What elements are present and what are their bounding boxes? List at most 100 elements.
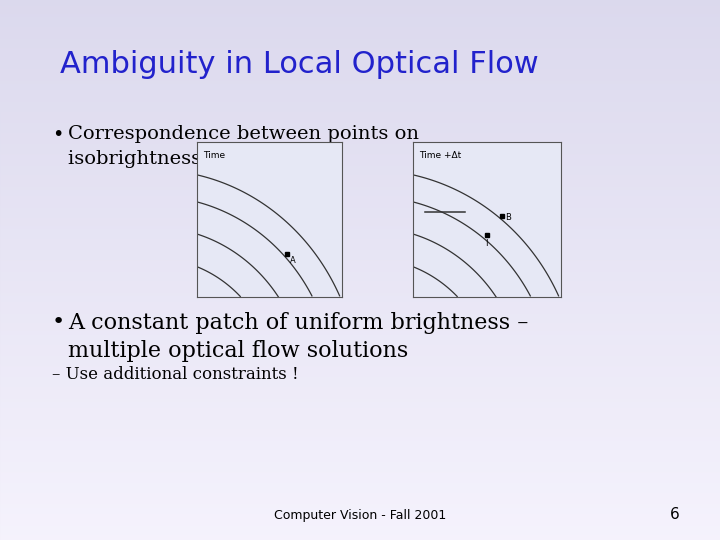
Bar xyxy=(0,20,720,21)
Bar xyxy=(0,364,720,365)
Bar xyxy=(0,115,720,116)
Bar xyxy=(0,154,720,155)
Bar xyxy=(0,148,720,149)
Bar xyxy=(0,75,720,76)
Bar xyxy=(0,306,720,307)
Bar xyxy=(0,410,720,411)
Bar xyxy=(0,324,720,325)
Bar xyxy=(0,73,720,74)
Bar xyxy=(0,430,720,431)
Bar xyxy=(0,208,720,209)
Bar xyxy=(0,498,720,499)
Bar xyxy=(0,90,720,91)
Bar xyxy=(0,129,720,130)
Bar xyxy=(0,136,720,137)
Bar xyxy=(0,125,720,126)
Bar xyxy=(0,367,720,368)
Bar xyxy=(0,463,720,464)
Bar xyxy=(0,92,720,93)
Bar xyxy=(0,261,720,262)
Bar xyxy=(0,429,720,430)
Bar xyxy=(0,273,720,274)
Bar xyxy=(0,478,720,479)
Bar xyxy=(0,416,720,417)
Bar xyxy=(0,360,720,361)
Bar xyxy=(0,384,720,385)
Bar xyxy=(0,178,720,179)
Bar xyxy=(0,82,720,83)
Bar xyxy=(0,491,720,492)
Bar xyxy=(0,101,720,102)
Bar xyxy=(0,220,720,221)
Text: •: • xyxy=(52,125,63,144)
Bar xyxy=(0,123,720,124)
Bar xyxy=(0,23,720,24)
Bar xyxy=(0,474,720,475)
Bar xyxy=(0,167,720,168)
Bar xyxy=(0,126,720,127)
Bar xyxy=(0,147,720,148)
Bar xyxy=(0,407,720,408)
Bar xyxy=(0,153,720,154)
Bar xyxy=(0,151,720,152)
Bar xyxy=(0,287,720,288)
Bar xyxy=(0,244,720,245)
Bar xyxy=(0,476,720,477)
Bar xyxy=(0,487,720,488)
Bar xyxy=(0,401,720,402)
Bar xyxy=(0,337,720,338)
Bar xyxy=(0,59,720,60)
Bar xyxy=(0,102,720,103)
Bar xyxy=(0,388,720,389)
Bar xyxy=(0,60,720,61)
Bar xyxy=(0,288,720,289)
Text: multiple optical flow solutions: multiple optical flow solutions xyxy=(68,340,408,362)
Bar xyxy=(0,234,720,235)
Bar xyxy=(0,354,720,355)
Bar xyxy=(0,529,720,530)
Bar xyxy=(0,1,720,2)
Bar xyxy=(0,114,720,115)
Bar xyxy=(0,460,720,461)
Bar xyxy=(0,251,720,252)
Bar xyxy=(0,413,720,414)
Bar xyxy=(0,520,720,521)
Bar xyxy=(0,144,720,145)
Bar xyxy=(0,195,720,196)
Bar xyxy=(0,16,720,17)
Bar xyxy=(0,379,720,380)
Text: A constant patch of uniform brightness –: A constant patch of uniform brightness – xyxy=(68,312,528,334)
Bar xyxy=(0,536,720,537)
Bar xyxy=(0,323,720,324)
Bar xyxy=(0,345,720,346)
Bar xyxy=(0,533,720,534)
Bar xyxy=(0,375,720,376)
Bar xyxy=(0,480,720,481)
Text: – Use additional constraints !: – Use additional constraints ! xyxy=(52,366,299,383)
Bar xyxy=(0,359,720,360)
Bar xyxy=(0,19,720,20)
Bar xyxy=(0,315,720,316)
Bar xyxy=(0,408,720,409)
Bar xyxy=(0,518,720,519)
Bar xyxy=(0,127,720,128)
Bar xyxy=(0,89,720,90)
Bar xyxy=(0,204,720,205)
Bar xyxy=(0,137,720,138)
Bar xyxy=(0,272,720,273)
Bar xyxy=(0,197,720,198)
Bar xyxy=(0,461,720,462)
Bar xyxy=(0,489,720,490)
Bar xyxy=(0,319,720,320)
Bar xyxy=(0,262,720,263)
Bar xyxy=(0,441,720,442)
Bar xyxy=(0,7,720,8)
Bar xyxy=(0,35,720,36)
Bar xyxy=(0,322,720,323)
Bar xyxy=(0,402,720,403)
Bar xyxy=(0,143,720,144)
Bar xyxy=(0,450,720,451)
Bar xyxy=(0,369,720,370)
Bar xyxy=(0,278,720,279)
Bar xyxy=(0,427,720,428)
